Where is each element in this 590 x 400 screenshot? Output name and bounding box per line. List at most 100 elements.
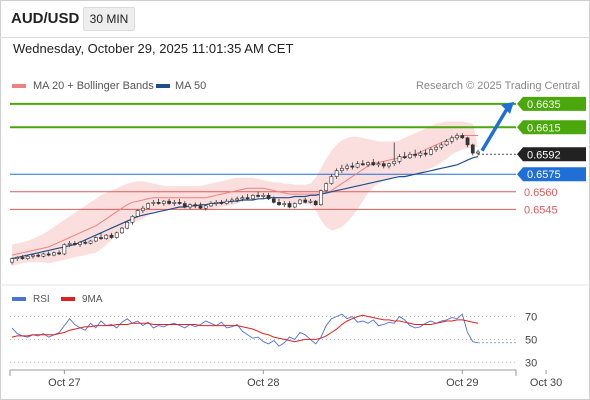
- chart-header: AUD/USD 30 MIN: [0, 0, 590, 38]
- candle-up: [172, 202, 177, 204]
- candle-up: [387, 163, 391, 167]
- candle-down: [465, 137, 470, 146]
- candle-up: [355, 163, 360, 168]
- candle-down: [360, 163, 365, 166]
- candle-up: [67, 243, 72, 245]
- candle-up: [52, 252, 56, 256]
- candle-up: [25, 255, 30, 259]
- candle-up: [188, 204, 192, 208]
- candle-down: [109, 234, 114, 238]
- time-tick-label: Oct 29: [446, 377, 478, 389]
- candle-up: [408, 153, 412, 159]
- candle-up: [88, 240, 93, 244]
- rsi-legend-label: RSI: [33, 294, 50, 305]
- candle-up: [298, 199, 302, 204]
- candle-down: [381, 163, 386, 167]
- candle-down: [167, 200, 171, 204]
- candle-down: [245, 197, 250, 200]
- candle-up: [235, 198, 240, 201]
- candle-up: [339, 168, 344, 171]
- candle-up: [78, 241, 82, 245]
- candle-down: [83, 241, 88, 244]
- candle-down: [287, 203, 292, 208]
- level-label-0.6635: 0.6635: [527, 99, 561, 111]
- candle-up: [114, 232, 119, 238]
- candle-up: [104, 234, 109, 239]
- candle-up: [130, 216, 135, 223]
- candle-up: [203, 205, 208, 209]
- credit-text: Research © 2025 Trading Central: [415, 80, 580, 92]
- current-price-label: 0.6592: [527, 149, 561, 161]
- candle-up: [449, 137, 454, 142]
- candle-up: [397, 156, 402, 162]
- candle-down: [198, 205, 203, 209]
- candle-up: [366, 162, 370, 166]
- candle-down: [99, 237, 103, 239]
- rsi-legend-swatch: [12, 297, 26, 301]
- time-tick-label: Oct 30: [530, 377, 562, 389]
- candle-up: [476, 151, 480, 154]
- candle-up: [292, 203, 297, 208]
- candle-up: [434, 146, 438, 150]
- candle-down: [46, 253, 51, 256]
- forecast-arrow-head: [501, 101, 514, 114]
- level-label-0.6635-box: [517, 96, 586, 111]
- candle-down: [402, 156, 407, 159]
- level-label-0.6575: 0.6575: [527, 169, 561, 181]
- candle-down: [277, 202, 281, 205]
- candle-up: [282, 203, 287, 205]
- rsi-tick-label: 50: [525, 334, 537, 346]
- rsi-tick-label: 70: [525, 311, 537, 323]
- candle-down: [20, 257, 25, 259]
- candle-up: [455, 135, 459, 139]
- symbol-title: AUD/USD: [11, 10, 80, 27]
- candle-down: [266, 195, 271, 200]
- candle-up: [15, 257, 20, 259]
- candle-up: [161, 200, 166, 204]
- candle-down: [156, 202, 161, 204]
- legend-ma20-label: MA 20 + Bollinger Bands: [33, 80, 154, 92]
- candle-up: [93, 237, 98, 242]
- ma9-line: [11, 314, 479, 343]
- candle-down: [256, 195, 260, 197]
- ma9-legend-label: 9MA: [82, 294, 103, 305]
- candle-up: [345, 165, 349, 169]
- candle-up: [141, 207, 145, 211]
- datetime-label: Wednesday, October 29, 2025 11:01:35 AM …: [13, 41, 294, 56]
- candle-down: [413, 153, 418, 156]
- time-tick-label: Oct 27: [48, 377, 80, 389]
- level-label-0.6615-box: [517, 120, 586, 135]
- candle-up: [120, 227, 124, 234]
- candle-up: [146, 203, 151, 209]
- candle-down: [182, 203, 187, 208]
- bollinger-band-area: [12, 121, 478, 266]
- level-label-0.6615: 0.6615: [527, 122, 561, 134]
- candle-up: [209, 203, 213, 207]
- candle-down: [193, 204, 198, 207]
- candle-up: [125, 221, 130, 229]
- candle-up: [439, 144, 444, 148]
- candle-up: [334, 170, 339, 177]
- candle-up: [261, 195, 266, 197]
- legend-ma50-label: MA 50: [175, 80, 207, 92]
- candle-down: [460, 135, 465, 139]
- candle-up: [308, 200, 313, 203]
- current-price-label-box: [517, 147, 586, 162]
- candle-up: [392, 161, 397, 164]
- candle-down: [271, 198, 276, 203]
- timeframe-badge[interactable]: 30 MIN: [83, 7, 135, 31]
- legend-ma20-swatch: [12, 84, 26, 88]
- candle-down: [57, 252, 61, 255]
- forecast-arrow-shaft: [480, 107, 509, 152]
- candle-up: [10, 258, 14, 263]
- level-label-0.6545: 0.6545: [524, 204, 558, 216]
- ma50-line: [11, 156, 479, 260]
- candle-up: [329, 176, 334, 184]
- candle-down: [177, 202, 182, 204]
- candle-down: [72, 243, 77, 245]
- candle-up: [429, 149, 433, 155]
- candle-up: [376, 163, 381, 166]
- candle-up: [230, 199, 234, 202]
- candle-up: [240, 197, 245, 200]
